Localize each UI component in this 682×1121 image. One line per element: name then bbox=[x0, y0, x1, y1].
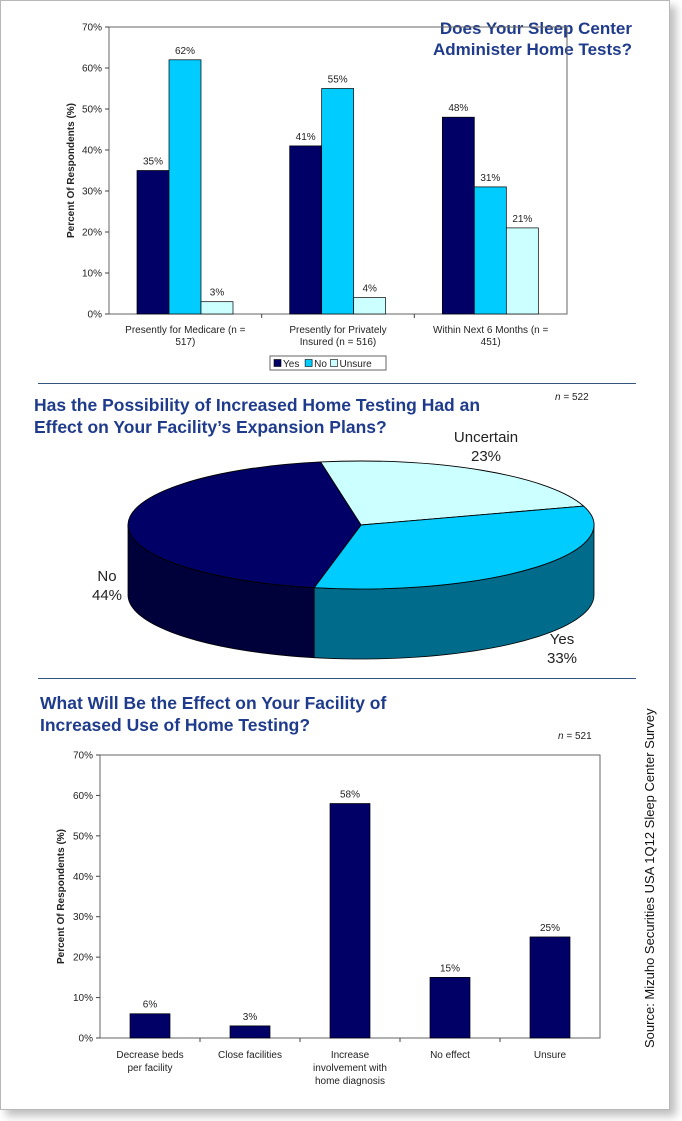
data-label: 58% bbox=[340, 790, 360, 801]
source-note: Source: Mizuho Securities USA 1Q12 Sleep… bbox=[642, 708, 657, 1048]
chart2-svg bbox=[127, 460, 595, 660]
y-tick-label: 60% bbox=[82, 64, 102, 75]
y-tick-label: 40% bbox=[73, 872, 93, 883]
chart2-sample-size: n = 522 bbox=[555, 392, 589, 403]
y-tick-label: 10% bbox=[82, 269, 102, 280]
bar bbox=[329, 803, 371, 1039]
data-label: 41% bbox=[296, 132, 316, 143]
legend bbox=[269, 355, 387, 371]
y-tick-label: 50% bbox=[73, 831, 93, 842]
pie-slice-yes bbox=[313, 505, 595, 590]
y-tick-label: 0% bbox=[79, 1034, 94, 1045]
pie-label-no: No 44% bbox=[91, 568, 123, 604]
x-tick-label: Decrease beds bbox=[116, 1050, 183, 1061]
y-tick-label: 0% bbox=[88, 310, 103, 321]
bar-no bbox=[168, 59, 202, 315]
legend-label-unsure: Unsure bbox=[340, 359, 373, 370]
chart1-title: Does Your Sleep Center Administer Home Te… bbox=[432, 19, 632, 59]
y-tick-label: 50% bbox=[82, 105, 102, 116]
bar bbox=[229, 1025, 271, 1039]
x-tick-label: Unsure bbox=[534, 1050, 567, 1061]
pie-slice-no bbox=[127, 461, 362, 589]
chart3-svg: 0% 10% 20% 30% 40% 50% 60% 70% Percent Of Respon… bbox=[56, 751, 601, 1087]
x-tick-label: No effect bbox=[430, 1050, 470, 1061]
data-label: 15% bbox=[440, 963, 460, 974]
legend-label-yes: Yes bbox=[283, 359, 299, 370]
bar-unsure bbox=[353, 297, 387, 315]
data-label: 62% bbox=[175, 46, 195, 57]
x-tick-label: 451) bbox=[481, 337, 501, 348]
pie-label-uncertain: Uncertain 23% bbox=[453, 429, 519, 465]
x-tick-label: Within Next 6 Months (n = bbox=[433, 325, 548, 336]
y-tick-label: 20% bbox=[73, 953, 93, 964]
chart2-title: Has the Possibility of Increased Home Te… bbox=[34, 395, 481, 437]
chart1-svg: 0% 10% 20% 30% 40% 50% 60% 70% Percent Of Respon… bbox=[66, 23, 568, 371]
data-label: 31% bbox=[480, 173, 500, 184]
bar-yes bbox=[441, 116, 475, 315]
bar-no bbox=[321, 88, 355, 315]
bar-no bbox=[473, 186, 507, 315]
data-label: 21% bbox=[512, 214, 532, 225]
bar-unsure bbox=[505, 227, 539, 315]
y-tick-label: 10% bbox=[73, 993, 93, 1004]
y-tick-label: 60% bbox=[73, 791, 93, 802]
x-tick-label: Close facilities bbox=[218, 1050, 282, 1061]
y-tick-label: 20% bbox=[82, 228, 102, 239]
data-label: 25% bbox=[540, 923, 560, 934]
data-label: 48% bbox=[448, 103, 468, 114]
x-tick-label: home diagnosis bbox=[315, 1076, 385, 1087]
data-label: 55% bbox=[328, 75, 348, 86]
bar-unsure bbox=[200, 301, 234, 315]
data-label: 4% bbox=[362, 284, 377, 295]
x-tick-label: Presently for Medicare (n = bbox=[125, 325, 245, 336]
x-tick-label: 517) bbox=[175, 337, 195, 348]
bar-yes bbox=[289, 145, 323, 315]
pie-slice-uncertain bbox=[319, 460, 585, 526]
y-tick-label: 70% bbox=[82, 23, 102, 34]
legend-swatch-no bbox=[304, 359, 313, 367]
x-tick-label: Increase bbox=[331, 1050, 370, 1061]
y-tick-label: 70% bbox=[73, 751, 93, 762]
y-tick-label: 40% bbox=[82, 146, 102, 157]
section-divider bbox=[38, 678, 636, 679]
bar-yes bbox=[136, 170, 170, 315]
data-label: 3% bbox=[210, 288, 225, 299]
data-label: 35% bbox=[143, 157, 163, 168]
chart3-title: What Will Be the Effect on Your Facility… bbox=[40, 693, 387, 735]
x-tick-label: involvement with bbox=[313, 1063, 387, 1074]
pie-label-yes: Yes 33% bbox=[546, 631, 578, 667]
x-tick-label: per facility bbox=[127, 1063, 172, 1074]
legend-swatch-yes bbox=[273, 359, 282, 367]
data-label: 3% bbox=[243, 1012, 258, 1023]
y-axis-label: Percent Of Respondents (%) bbox=[66, 103, 77, 238]
chart3-sample-size: n = 521 bbox=[558, 731, 592, 742]
bar bbox=[429, 977, 471, 1039]
x-tick-label: Presently for Privately bbox=[289, 325, 386, 336]
legend-swatch-unsure bbox=[330, 359, 338, 367]
legend-label-no: No bbox=[314, 359, 327, 370]
y-tick-label: 30% bbox=[82, 187, 102, 198]
data-label: 6% bbox=[143, 1000, 158, 1011]
y-axis-label: Percent Of Respondents (%) bbox=[56, 829, 67, 964]
bar bbox=[129, 1013, 171, 1039]
y-tick-label: 30% bbox=[73, 912, 93, 923]
x-tick-label: Insured (n = 516) bbox=[300, 337, 376, 348]
bar bbox=[529, 936, 571, 1039]
section-divider bbox=[38, 383, 636, 384]
